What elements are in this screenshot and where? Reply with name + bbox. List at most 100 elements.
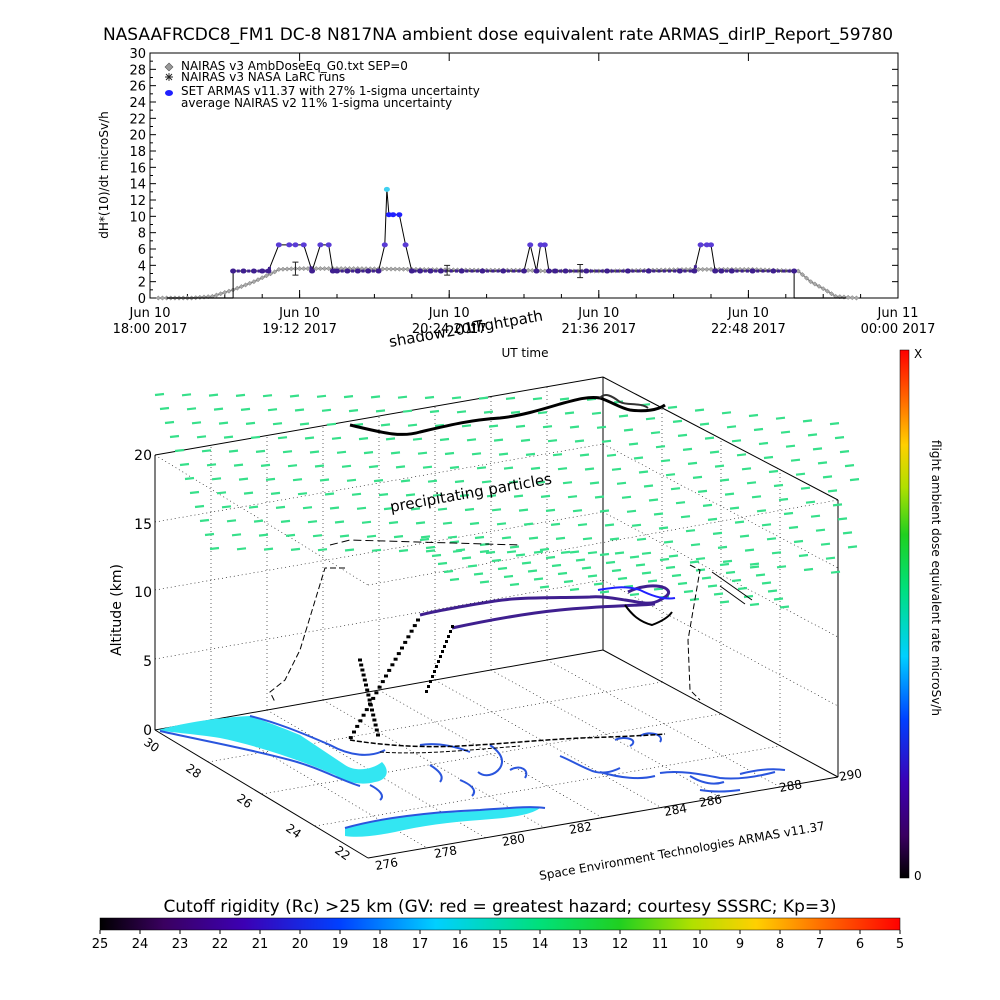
armas-point <box>719 269 723 273</box>
precip-particle-mark <box>346 478 357 482</box>
nairas-v3-point <box>226 288 232 294</box>
precip-particle-mark <box>491 558 502 563</box>
precip-particle-mark <box>265 477 276 481</box>
precip-particle-mark <box>617 576 628 581</box>
flight-track-point <box>437 660 440 663</box>
precip-particle-mark <box>807 433 818 437</box>
precip-particle-mark <box>660 459 671 463</box>
flight-track-point <box>371 696 376 700</box>
cutoff-rigidity-colorbar-gradient <box>99 917 901 931</box>
precip-particle-mark <box>488 424 499 428</box>
nairas-v3-point <box>845 294 851 300</box>
precip-particle-mark <box>431 553 442 558</box>
nairas-v3-point <box>401 266 406 272</box>
precip-particle-mark <box>532 397 543 401</box>
timeseries-x-label: UT time <box>501 346 548 360</box>
precip-particle-mark <box>758 441 769 446</box>
latitude-tick: 28 <box>183 761 204 781</box>
nairas-v3-point <box>708 266 714 272</box>
precip-particle-mark <box>545 508 556 512</box>
precip-particle-mark <box>483 410 494 414</box>
y-tick-label: 8 <box>138 227 146 242</box>
precip-particle-mark <box>767 589 778 593</box>
precip-particle-mark <box>419 537 430 542</box>
precip-particle-mark <box>820 542 831 546</box>
3d-frame <box>154 376 839 859</box>
armas-point <box>533 268 540 274</box>
colorbar-min-label: 0 <box>914 869 922 883</box>
precip-particle-mark <box>523 522 534 526</box>
armas-point <box>616 269 619 273</box>
nairas-v3-point <box>263 273 269 279</box>
precip-particle-mark <box>761 581 772 585</box>
precip-particle-mark <box>474 535 485 540</box>
precip-particle-mark <box>751 495 762 499</box>
precip-particle-mark <box>525 452 536 456</box>
precip-particle-mark <box>755 573 766 577</box>
precip-particle-mark <box>238 477 249 481</box>
dose-rate-colorbar-gradient <box>899 349 910 879</box>
precip-particle-mark <box>587 551 598 555</box>
precip-particle-mark <box>405 493 416 497</box>
flight-track-point <box>372 718 377 722</box>
precip-particle-mark <box>378 493 389 497</box>
armas-point <box>496 269 500 273</box>
precip-particle-mark <box>370 395 381 399</box>
precip-particle-mark <box>609 537 620 541</box>
armas-point <box>787 269 791 273</box>
longitude-tick: 276 <box>374 855 399 873</box>
cutoff-tick-label: 14 <box>532 937 549 952</box>
precip-particle-mark <box>647 579 658 583</box>
flight-track-point <box>387 668 392 672</box>
armas-point <box>569 269 573 273</box>
precip-particle-mark <box>771 551 782 555</box>
precip-particle-mark <box>334 520 345 524</box>
armas-point <box>383 186 390 192</box>
precip-particle-mark <box>459 493 470 498</box>
armas-point <box>345 269 349 273</box>
nairas-v3-point <box>317 266 323 272</box>
precip-particle-mark <box>761 523 772 527</box>
precip-particle-mark <box>665 473 676 477</box>
precip-particle-mark <box>503 466 514 470</box>
flight-track-point <box>374 691 379 695</box>
nairas-v3-point <box>251 279 257 285</box>
precip-particle-mark <box>717 545 728 549</box>
flight-track-point <box>368 703 373 707</box>
armas-point <box>595 269 599 273</box>
flight-track-point <box>371 713 376 717</box>
flight-shadow-path <box>379 745 521 754</box>
precip-particle-mark <box>267 408 278 412</box>
precip-particle-mark <box>712 531 723 535</box>
flight-track-point <box>429 680 432 683</box>
nairas-v3-point <box>301 266 307 272</box>
precip-particle-mark <box>211 477 222 481</box>
precip-particle-mark <box>653 512 664 516</box>
precip-particle-mark <box>324 492 335 496</box>
armas-point <box>361 269 365 273</box>
x-tick-label: 19:12 2017 <box>262 322 337 337</box>
flight-track-point <box>348 736 353 740</box>
flight-shadow-path <box>349 733 666 748</box>
precip-particle-mark <box>427 479 438 483</box>
cutoff-tick-label: 17 <box>412 937 429 952</box>
flight-track-point <box>355 724 360 728</box>
precip-particle-mark <box>815 528 826 532</box>
x-tick-label: Jun 10 <box>727 306 769 321</box>
precip-particle-mark <box>245 421 256 425</box>
precip-particle-mark <box>199 518 210 523</box>
nairas-v3-point <box>808 279 814 285</box>
flight-track-point <box>361 673 366 677</box>
flight-track-point <box>400 646 404 650</box>
y-tick-label: 0 <box>138 292 146 307</box>
precip-particle-mark <box>749 602 760 607</box>
armas-point <box>371 269 375 273</box>
precip-particle-mark <box>547 439 558 443</box>
precip-particle-mark <box>726 425 737 429</box>
precip-particle-mark <box>240 407 251 411</box>
legend-item-nairas-v3: NAIRAS v3 AmbDoseEq_G0.txt SEP=0 <box>181 59 408 73</box>
precip-particle-mark <box>641 571 652 575</box>
precip-particle-mark <box>520 438 531 442</box>
longitude-tick: 280 <box>501 831 526 849</box>
nairas-v3-point <box>259 275 265 281</box>
